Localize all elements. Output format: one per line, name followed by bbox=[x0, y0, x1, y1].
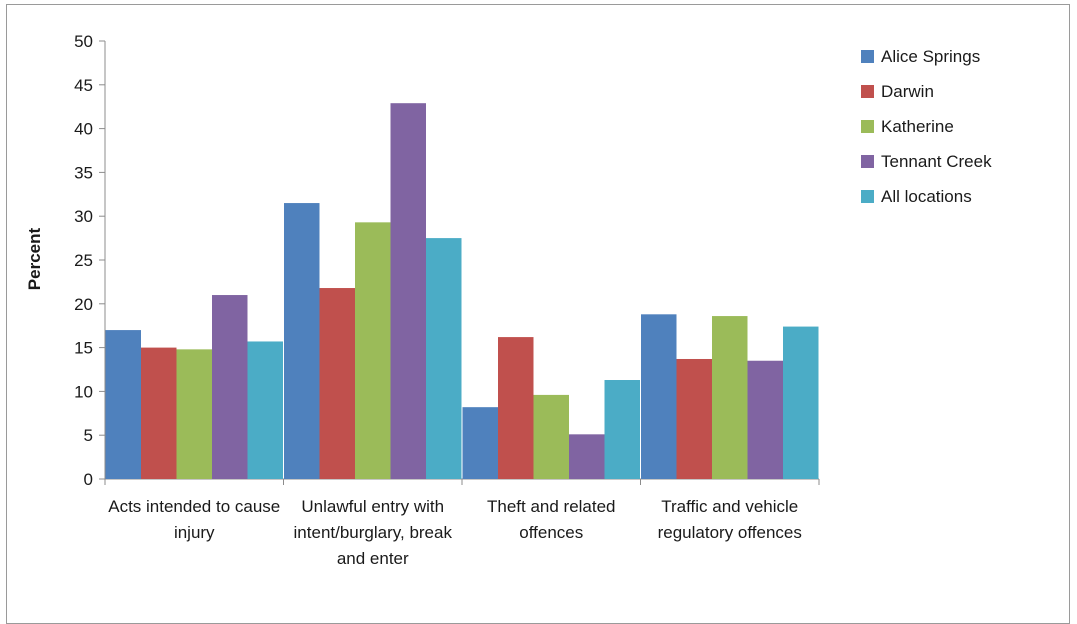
y-tick-label: 5 bbox=[84, 426, 93, 445]
bar-all-locations bbox=[604, 380, 640, 479]
legend-swatch bbox=[861, 85, 874, 98]
legend-label: All locations bbox=[881, 187, 972, 206]
legend-swatch bbox=[861, 120, 874, 133]
bar-darwin bbox=[141, 347, 177, 479]
bar-tennant-creek bbox=[212, 295, 248, 479]
x-tick-label: Traffic and vehicle regulatory offences bbox=[658, 497, 802, 542]
y-tick-label: 0 bbox=[84, 470, 93, 489]
legend-label: Katherine bbox=[881, 117, 954, 136]
x-tick-label: Unlawful entry with intent/burglary, brea… bbox=[294, 497, 453, 568]
bars bbox=[105, 103, 819, 480]
bar-alice-springs bbox=[284, 203, 320, 479]
y-tick-label: 40 bbox=[74, 120, 93, 139]
legend-label: Darwin bbox=[881, 82, 934, 101]
y-tick-label: 10 bbox=[74, 382, 93, 401]
legend-label: Tennant Creek bbox=[881, 152, 992, 171]
axes: 0 5 10 15 20 25 30 35 40 45 50 Acts intended to cau… bbox=[74, 32, 820, 568]
bar-all-locations bbox=[426, 238, 462, 479]
legend-swatch bbox=[861, 155, 874, 168]
bar-katherine bbox=[176, 349, 212, 479]
bar-all-locations bbox=[247, 341, 283, 479]
x-tick-label: Theft and related offences bbox=[487, 497, 616, 542]
bar-alice-springs bbox=[641, 314, 677, 479]
bar-alice-springs bbox=[462, 407, 498, 479]
legend-swatch bbox=[861, 50, 874, 63]
bar-katherine bbox=[533, 394, 569, 479]
y-axis-label: Percent bbox=[25, 227, 44, 290]
bar-darwin bbox=[676, 358, 712, 479]
bar-all-locations bbox=[783, 326, 819, 479]
bar-alice-springs bbox=[105, 330, 141, 479]
bar-tennant-creek bbox=[747, 360, 783, 479]
legend-label: Alice Springs bbox=[881, 47, 980, 66]
bar-katherine bbox=[712, 316, 748, 479]
legend: Alice Springs Darwin Katherine Tennant Cree… bbox=[861, 47, 992, 206]
y-tick-label: 15 bbox=[74, 339, 93, 358]
bar-tennant-creek bbox=[390, 103, 426, 480]
y-tick-label: 30 bbox=[74, 207, 93, 226]
bar-katherine bbox=[355, 222, 391, 479]
y-tick-label: 45 bbox=[74, 76, 93, 95]
bar-darwin bbox=[498, 337, 534, 479]
y-tick-label: 50 bbox=[74, 32, 93, 51]
legend-swatch bbox=[861, 190, 874, 203]
x-tick-label: Acts intended to cause injury bbox=[108, 497, 280, 542]
bar-tennant-creek bbox=[569, 434, 605, 479]
y-tick-label: 35 bbox=[74, 163, 93, 182]
y-tick-label: 20 bbox=[74, 295, 93, 314]
bar-darwin bbox=[319, 288, 355, 479]
y-tick-label: 25 bbox=[74, 251, 93, 270]
